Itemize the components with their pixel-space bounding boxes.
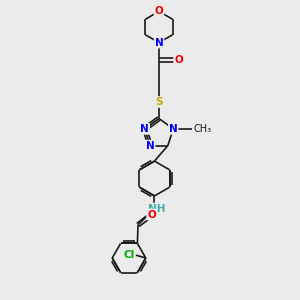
Text: S: S bbox=[155, 97, 163, 107]
Text: N: N bbox=[140, 124, 149, 134]
Text: CH₃: CH₃ bbox=[194, 124, 211, 134]
Text: Cl: Cl bbox=[124, 250, 135, 260]
Text: O: O bbox=[147, 209, 156, 220]
Text: O: O bbox=[174, 55, 183, 65]
Text: N: N bbox=[146, 141, 154, 151]
Text: N: N bbox=[154, 38, 164, 48]
Text: N: N bbox=[169, 124, 178, 134]
Text: O: O bbox=[154, 6, 164, 16]
Text: NH: NH bbox=[148, 203, 166, 214]
